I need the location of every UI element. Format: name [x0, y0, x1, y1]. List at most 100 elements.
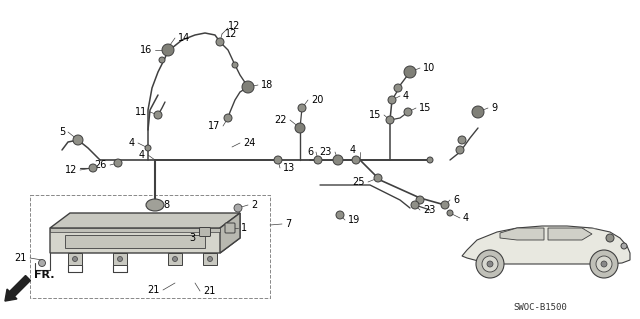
Circle shape [386, 116, 394, 124]
FancyArrow shape [5, 276, 31, 301]
Text: 7: 7 [285, 219, 291, 229]
Circle shape [242, 81, 254, 93]
Ellipse shape [146, 199, 164, 211]
Circle shape [73, 135, 83, 145]
Circle shape [411, 201, 419, 209]
Circle shape [232, 62, 238, 68]
Circle shape [416, 196, 424, 204]
Circle shape [162, 44, 174, 56]
Text: 16: 16 [140, 45, 152, 55]
Circle shape [374, 174, 382, 182]
Polygon shape [65, 235, 205, 248]
Circle shape [404, 108, 412, 116]
Circle shape [606, 234, 614, 242]
Text: 6: 6 [307, 147, 313, 157]
Polygon shape [168, 253, 182, 265]
Text: 5: 5 [59, 127, 65, 137]
Text: 20: 20 [311, 95, 323, 105]
Circle shape [216, 38, 224, 46]
Text: 21: 21 [15, 253, 27, 263]
Circle shape [441, 201, 449, 209]
Polygon shape [500, 228, 544, 240]
Circle shape [72, 256, 77, 262]
Polygon shape [220, 213, 240, 253]
Circle shape [114, 159, 122, 167]
Circle shape [118, 256, 122, 262]
Polygon shape [548, 228, 592, 240]
Circle shape [234, 204, 242, 212]
Circle shape [394, 84, 402, 92]
Polygon shape [203, 253, 217, 265]
Circle shape [274, 156, 282, 164]
Circle shape [154, 111, 162, 119]
Circle shape [38, 259, 45, 266]
Text: 25: 25 [353, 177, 365, 187]
Polygon shape [68, 253, 82, 265]
Text: 19: 19 [348, 215, 360, 225]
Circle shape [590, 250, 618, 278]
Circle shape [456, 146, 464, 154]
Circle shape [145, 145, 151, 151]
Circle shape [336, 211, 344, 219]
Circle shape [472, 106, 484, 118]
Text: 10: 10 [423, 63, 435, 73]
Text: 23: 23 [423, 205, 435, 215]
Text: 13: 13 [283, 163, 295, 173]
Polygon shape [462, 226, 630, 264]
FancyBboxPatch shape [200, 227, 211, 236]
Circle shape [295, 123, 305, 133]
Text: 9: 9 [491, 103, 497, 113]
Text: 18: 18 [261, 80, 273, 90]
Circle shape [159, 57, 165, 63]
Text: 4: 4 [350, 145, 356, 155]
Circle shape [596, 256, 612, 272]
Circle shape [314, 156, 322, 164]
Text: 2: 2 [251, 200, 257, 210]
Text: 12: 12 [65, 165, 77, 175]
Circle shape [89, 164, 97, 172]
Text: 3: 3 [189, 233, 195, 243]
Polygon shape [113, 253, 127, 265]
Circle shape [601, 261, 607, 267]
Text: 15: 15 [369, 110, 381, 120]
Text: 12: 12 [225, 29, 237, 39]
Circle shape [482, 256, 498, 272]
Text: 6: 6 [453, 195, 459, 205]
Circle shape [621, 243, 627, 249]
Circle shape [476, 250, 504, 278]
Text: 1: 1 [241, 223, 247, 233]
Circle shape [458, 136, 466, 144]
Circle shape [352, 156, 360, 164]
Text: 11: 11 [135, 107, 147, 117]
Text: 4: 4 [139, 150, 145, 160]
Text: 15: 15 [419, 103, 431, 113]
Circle shape [487, 261, 493, 267]
Circle shape [388, 96, 396, 104]
Circle shape [404, 66, 416, 78]
Text: 4: 4 [463, 213, 469, 223]
Text: 17: 17 [207, 121, 220, 131]
Circle shape [173, 256, 177, 262]
Text: SWOC-B1500: SWOC-B1500 [513, 303, 567, 313]
Bar [30, 195, 270, 298]
Circle shape [427, 157, 433, 163]
Text: 23: 23 [319, 147, 332, 157]
Text: 24: 24 [243, 138, 255, 148]
Polygon shape [50, 228, 220, 232]
Text: 12: 12 [228, 21, 241, 31]
Circle shape [447, 210, 453, 216]
Circle shape [207, 256, 212, 262]
Text: 8: 8 [163, 200, 169, 210]
Text: 26: 26 [95, 160, 107, 170]
Text: 4: 4 [403, 91, 409, 101]
Circle shape [333, 155, 343, 165]
Circle shape [298, 104, 306, 112]
Text: 22: 22 [275, 115, 287, 125]
Text: 21: 21 [148, 285, 160, 295]
Text: FR.: FR. [34, 270, 54, 280]
Text: 14: 14 [178, 33, 190, 43]
Polygon shape [50, 213, 240, 228]
FancyBboxPatch shape [225, 223, 235, 233]
Text: 21: 21 [203, 286, 216, 296]
Polygon shape [50, 213, 240, 253]
